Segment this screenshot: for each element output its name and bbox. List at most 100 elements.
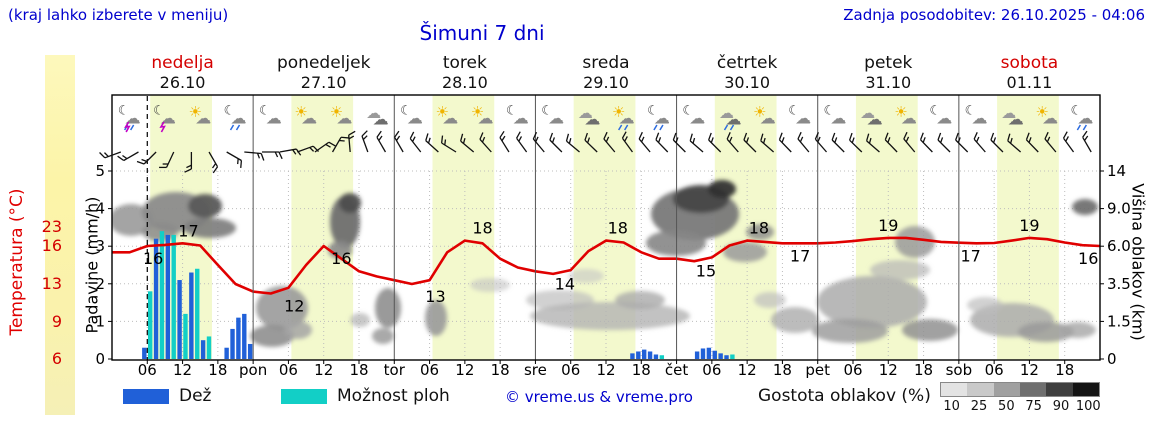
svg-text:☁: ☁	[1042, 109, 1058, 128]
time-label: 06	[843, 361, 862, 379]
day-separators	[252, 95, 960, 360]
wind-barb	[973, 138, 986, 153]
wind-barb	[479, 138, 492, 153]
day-name-sreda: sreda	[582, 53, 630, 73]
rain-bar	[165, 234, 171, 359]
svg-text:☁: ☁	[972, 109, 988, 128]
sun-cloud-icon: ☀☁	[330, 103, 353, 128]
precip-tick-label: 5	[95, 162, 105, 180]
wind-barb	[903, 138, 916, 153]
rain-bar	[236, 317, 241, 359]
cloud-blob	[902, 319, 958, 341]
wind-barb	[499, 137, 510, 153]
rain-legend-swatch	[123, 389, 169, 404]
wind-barb	[123, 151, 139, 162]
cloud-blob	[568, 269, 604, 283]
temperature-value-label: 19	[1019, 216, 1039, 235]
svg-text:☀: ☀	[894, 103, 907, 121]
shower-bar	[206, 336, 212, 359]
cloud-scale-segment	[1046, 383, 1073, 396]
svg-text:☾: ☾	[506, 104, 518, 119]
wind-barb	[584, 139, 598, 153]
svg-text:☁: ☁	[584, 110, 600, 129]
svg-text:☁: ☁	[867, 110, 883, 129]
wind-barb	[866, 140, 880, 153]
time-label: 06	[138, 361, 157, 379]
temperature-line	[112, 236, 1100, 295]
rain-bar	[247, 343, 253, 359]
weather-icons-row: ☾☁ ☾☁ ☀☁ ☾☁ ☾☁ ☀☁ ☀☁ ☁☁ ☾☁ ☀☁ ☀☁ ☾☁ ☾☁ ☁☁ ☀☁ ☾☁ ☾☁ ☁☁ ☀☁ ☾☁…	[118, 103, 1093, 133]
time-label: 18	[1055, 361, 1074, 379]
time-label: 06	[702, 361, 721, 379]
time-axis: 06 12 18 06 12 18 06 12 18 06 12 18 06 12 18 06 12 18 06 12…	[138, 360, 1074, 379]
temperature-value-label: 17	[178, 221, 198, 240]
svg-text:☾: ☾	[541, 104, 553, 119]
svg-text:☁: ☁	[548, 109, 564, 128]
cloud-blob	[184, 218, 236, 238]
rain-bar	[653, 354, 659, 359]
svg-text:☀: ☀	[1035, 103, 1048, 121]
svg-text:☁: ☁	[830, 109, 846, 128]
rain-bar	[718, 353, 723, 359]
cloud-blob	[1060, 322, 1096, 338]
time-label: 18	[349, 361, 368, 379]
time-label: 18	[208, 361, 227, 379]
cloud-blob	[256, 286, 308, 330]
storm-rain-moon-icon: ☾☁	[118, 104, 141, 133]
cloud-icon: ☁☁	[860, 104, 883, 129]
time-label: 18	[632, 361, 651, 379]
time-label: 12	[455, 361, 474, 379]
copyright-link[interactable]: © vreme.us & vreme.pro	[505, 388, 693, 406]
rain-bar	[636, 351, 641, 359]
temperature-value-label: 16	[1078, 249, 1098, 268]
cloud-blob	[746, 224, 774, 240]
temperature-value-label: 17	[790, 246, 810, 265]
temperature-tick-label: 16	[42, 236, 62, 255]
wind-barb	[208, 151, 219, 168]
svg-text:☾: ☾	[929, 104, 941, 119]
day-abbr-label: sre	[524, 361, 547, 379]
wind-barb	[990, 139, 1004, 153]
rain-bar	[200, 340, 206, 359]
svg-text:☁: ☁	[301, 109, 317, 128]
cloud-height-tick-label: 9.0	[1107, 200, 1131, 218]
cloud-blob	[372, 328, 394, 344]
precip-tick-label: 0	[95, 350, 105, 368]
day-date: 31.10	[865, 73, 912, 92]
sun-cloud-rain-icon: ☀☁	[612, 103, 635, 131]
cloud-blob	[708, 180, 736, 198]
shower-legend-swatch	[281, 389, 327, 404]
svg-text:☁: ☁	[795, 109, 811, 128]
time-label: 12	[314, 361, 333, 379]
svg-text:☾: ☾	[647, 104, 659, 119]
last-update: Zadnja posodobitev: 26.10.2025 - 04:06	[843, 6, 1145, 24]
cloud-blob	[425, 300, 447, 336]
temperature-value-label: 18	[472, 219, 492, 238]
cloud-height-tick-label: 0	[1107, 350, 1117, 368]
time-label: 18	[914, 361, 933, 379]
temperature-tick-label: 23	[42, 217, 62, 236]
temperature-value-label: 14	[555, 274, 575, 293]
sun-cloud-icon: ☀☁	[894, 103, 917, 128]
time-label: 18	[491, 361, 510, 379]
rain-bar	[694, 351, 700, 359]
day-name-četrtek: četrtek	[716, 53, 778, 73]
time-label: 12	[879, 361, 898, 379]
page-title: Šimuni 7 dni	[419, 21, 545, 45]
shower-bar	[659, 355, 665, 359]
day-name-sobota: sobota	[1000, 53, 1059, 73]
day-name-torek: torek	[442, 53, 487, 73]
wind-barb	[884, 139, 898, 153]
wind-barb	[937, 139, 951, 153]
svg-text:☁: ☁	[578, 104, 593, 122]
cloud-blob	[967, 297, 1003, 313]
svg-text:☾: ☾	[118, 104, 130, 119]
temperature-value-label: 13	[425, 287, 445, 306]
cloud-blob	[375, 288, 401, 328]
scale-value: 10	[943, 399, 960, 414]
rain-bar	[230, 328, 235, 359]
wind-barb	[143, 151, 157, 165]
moon-cloud-icon: ☾☁	[400, 104, 423, 128]
wind-barb	[743, 139, 757, 153]
